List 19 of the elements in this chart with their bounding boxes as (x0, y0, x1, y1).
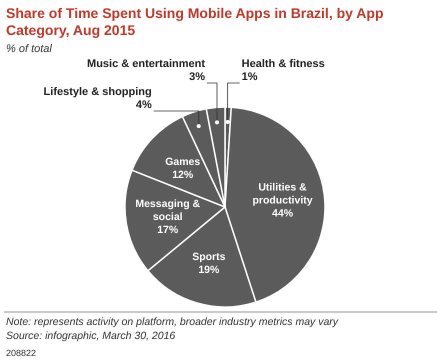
chart-subtitle: % of total (6, 43, 52, 55)
data-label: 44% (272, 208, 294, 220)
slice-label: Messaging & social (135, 198, 201, 224)
data-label: 4% (136, 99, 152, 111)
slice-label: Sports (192, 251, 226, 264)
text: Note: represents activity on platform, broader industry metrics may vary (6, 316, 339, 328)
data-label: 1% (242, 71, 258, 83)
data-label: 3% (189, 71, 206, 83)
slice-label: Music & entertainment (87, 58, 206, 70)
slice-label: Utilities & productivity (252, 182, 313, 207)
slice-label: Games (165, 156, 200, 168)
data-label: 17% (157, 224, 179, 236)
slice-label: Lifestyle & shopping (44, 86, 152, 98)
slice-label: Health & fitness (242, 58, 325, 70)
text: 208822 (6, 348, 36, 358)
chart-title: Share of Time Spent Using Mobile Apps in Brazil, by App Category, Aug 2015 (6, 5, 384, 38)
data-label: 19% (198, 264, 220, 276)
source-note: Source: infographic, March 30, 2016 (6, 330, 176, 342)
data-label: 12% (172, 168, 194, 181)
